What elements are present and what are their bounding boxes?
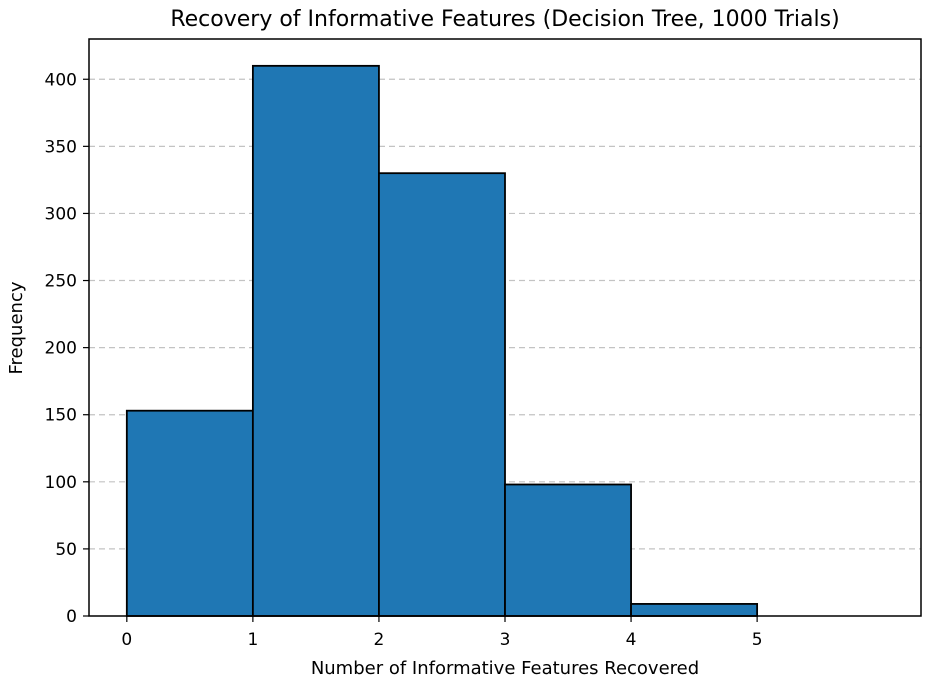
x-tick-label-0: 0 — [121, 630, 132, 650]
histogram-bars — [125, 64, 759, 617]
y-tick-label-4: 200 — [45, 339, 77, 359]
histogram-bar-0 — [125, 409, 254, 617]
y-tick-label-8: 400 — [45, 70, 77, 90]
y-axis-label: Frequency — [6, 281, 27, 374]
y-tick-label-5: 250 — [45, 272, 77, 292]
histogram-bar-2 — [378, 172, 506, 617]
y-axis-ticks: 0 50 100 150 200 250 300 350 400 — [45, 70, 89, 627]
chart-title: Recovery of Informative Features (Decisi… — [170, 7, 839, 32]
x-tick-label-2: 2 — [374, 630, 385, 650]
x-tick-label-1: 1 — [247, 630, 258, 650]
x-tick-label-4: 4 — [626, 630, 637, 650]
x-tick-label-3: 3 — [500, 630, 511, 650]
x-axis-label: Number of Informative Features Recovered — [311, 658, 699, 679]
y-tick-label-3: 150 — [45, 406, 77, 426]
histogram-bar-1 — [251, 64, 380, 617]
y-tick-label-2: 100 — [45, 473, 77, 493]
x-tick-label-5: 5 — [752, 630, 763, 650]
y-tick-label-0: 0 — [66, 607, 77, 627]
x-axis-ticks: 0 1 2 3 4 5 — [121, 616, 763, 650]
histogram-bar-3 — [504, 483, 632, 617]
y-tick-label-7: 350 — [45, 137, 77, 157]
y-tick-label-6: 300 — [45, 204, 77, 224]
histogram-bar-4 — [630, 603, 759, 617]
y-tick-label-1: 50 — [55, 540, 77, 560]
